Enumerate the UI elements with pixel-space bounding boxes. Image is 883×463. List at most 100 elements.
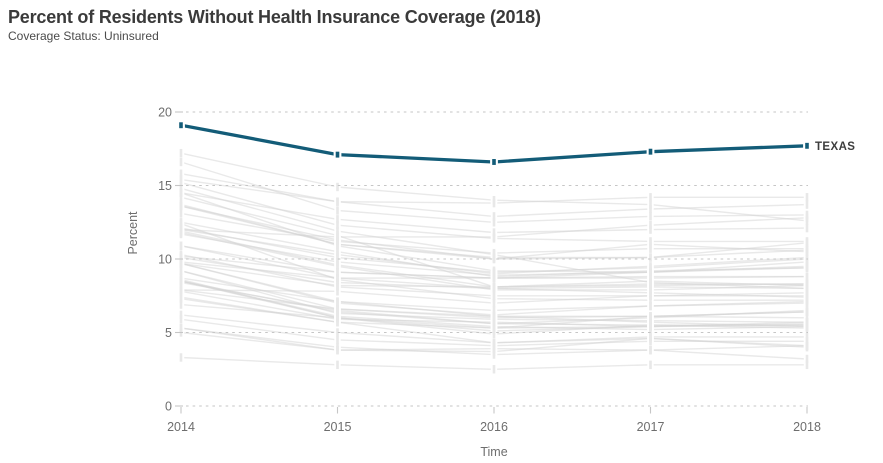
background-point-marker — [336, 318, 339, 327]
background-point-marker — [805, 257, 809, 267]
background-point-marker — [179, 193, 183, 202]
background-point-marker — [336, 247, 339, 256]
background-point-marker — [649, 345, 652, 355]
background-point-marker — [179, 229, 183, 239]
background-point-marker — [179, 188, 183, 198]
background-point-marker — [649, 301, 652, 311]
background-point-marker — [805, 343, 809, 352]
background-point-marker — [805, 237, 809, 246]
background-point-marker — [336, 328, 339, 337]
background-point-marker — [649, 193, 652, 202]
background-point-marker — [805, 337, 809, 346]
background-point-marker — [179, 266, 183, 275]
background-point-marker — [336, 287, 339, 296]
background-point-marker — [336, 335, 339, 345]
x-tick-label: 2018 — [793, 420, 821, 434]
background-point-marker — [649, 200, 652, 209]
background-point-marker — [805, 313, 809, 322]
background-point-marker — [649, 334, 652, 343]
background-point-marker — [336, 360, 339, 370]
background-point-marker — [805, 247, 809, 256]
background-point-marker — [336, 197, 339, 206]
background-point-marker — [492, 306, 496, 315]
background-point-marker — [649, 253, 652, 262]
background-point-marker — [336, 182, 339, 192]
texas-point-marker[interactable] — [179, 122, 183, 129]
background-point-marker — [805, 293, 809, 302]
background-point-marker — [179, 323, 183, 333]
y-tick-label: 10 — [158, 252, 172, 266]
background-point-marker — [492, 284, 496, 293]
background-point-marker — [805, 297, 809, 306]
background-point-marker — [179, 285, 183, 295]
background-point-marker — [805, 307, 809, 317]
background-point-marker — [805, 354, 809, 364]
background-point-marker — [336, 298, 339, 308]
background-point-marker — [492, 291, 496, 300]
background-point-marker — [492, 212, 496, 221]
texas-line[interactable] — [180, 123, 808, 164]
background-point-marker — [492, 273, 496, 283]
texas-point-marker[interactable] — [805, 142, 809, 149]
background-point-marker — [649, 272, 652, 281]
background-point-marker — [179, 241, 183, 250]
texas-point-marker[interactable] — [335, 151, 340, 158]
background-point-marker — [649, 312, 652, 321]
chart-header: Percent of Residents Without Health Insu… — [8, 6, 541, 44]
background-point-marker — [649, 212, 652, 221]
background-point-marker — [179, 310, 183, 320]
background-point-marker — [492, 232, 496, 242]
background-point-marker — [336, 232, 339, 242]
background-point-marker — [649, 225, 652, 234]
background-point-marker — [179, 257, 183, 267]
background-point-marker — [805, 200, 809, 209]
background-point-marker — [492, 298, 496, 308]
background-point-marker — [179, 169, 183, 178]
background-point-marker — [649, 220, 652, 230]
background-point-marker — [179, 184, 183, 193]
background-point-marker — [805, 263, 809, 273]
background-point-marker — [336, 220, 339, 230]
background-point-marker — [805, 360, 809, 370]
background-point-marker — [805, 332, 809, 342]
background-point-marker — [492, 338, 496, 347]
background-point-marker — [179, 353, 183, 362]
series-label-texas: TEXAS — [815, 141, 855, 153]
texas-point-marker[interactable] — [492, 159, 496, 165]
background-point-marker — [805, 193, 809, 202]
y-tick-label: 20 — [158, 105, 172, 119]
highlight-series-group: TEXAS — [177, 122, 855, 165]
background-point-marker — [179, 275, 183, 284]
background-point-marker — [805, 272, 809, 281]
background-point-marker — [179, 253, 183, 262]
x-tick-label: 2017 — [637, 420, 665, 434]
background-point-marker — [805, 320, 809, 330]
texas-point-marker[interactable] — [648, 148, 653, 155]
background-point-marker — [649, 244, 652, 253]
x-tick-label: 2016 — [480, 420, 508, 434]
background-point-marker — [649, 204, 652, 214]
background-point-marker — [336, 313, 339, 322]
background-state-line[interactable] — [180, 173, 808, 218]
background-point-marker — [649, 322, 652, 331]
background-point-marker — [492, 228, 496, 237]
page-subtitle: Coverage Status: Uninsured — [8, 29, 159, 43]
page-title: Percent of Residents Without Health Insu… — [8, 7, 541, 27]
background-point-marker — [805, 288, 809, 298]
background-point-marker — [805, 279, 809, 289]
background-point-marker — [492, 323, 496, 333]
background-point-marker — [649, 295, 652, 305]
background-point-marker — [179, 201, 183, 211]
background-point-marker — [179, 294, 183, 303]
background-point-marker — [179, 300, 183, 309]
background-point-marker — [336, 226, 339, 236]
background-point-marker — [179, 315, 183, 324]
background-point-marker — [649, 266, 652, 275]
background-point-marker — [649, 360, 652, 370]
x-tick-label: 2015 — [324, 420, 352, 434]
background-point-marker — [492, 254, 496, 264]
background-point-marker — [179, 148, 183, 158]
background-point-marker — [805, 223, 809, 233]
y-tick-label: 15 — [158, 179, 172, 193]
